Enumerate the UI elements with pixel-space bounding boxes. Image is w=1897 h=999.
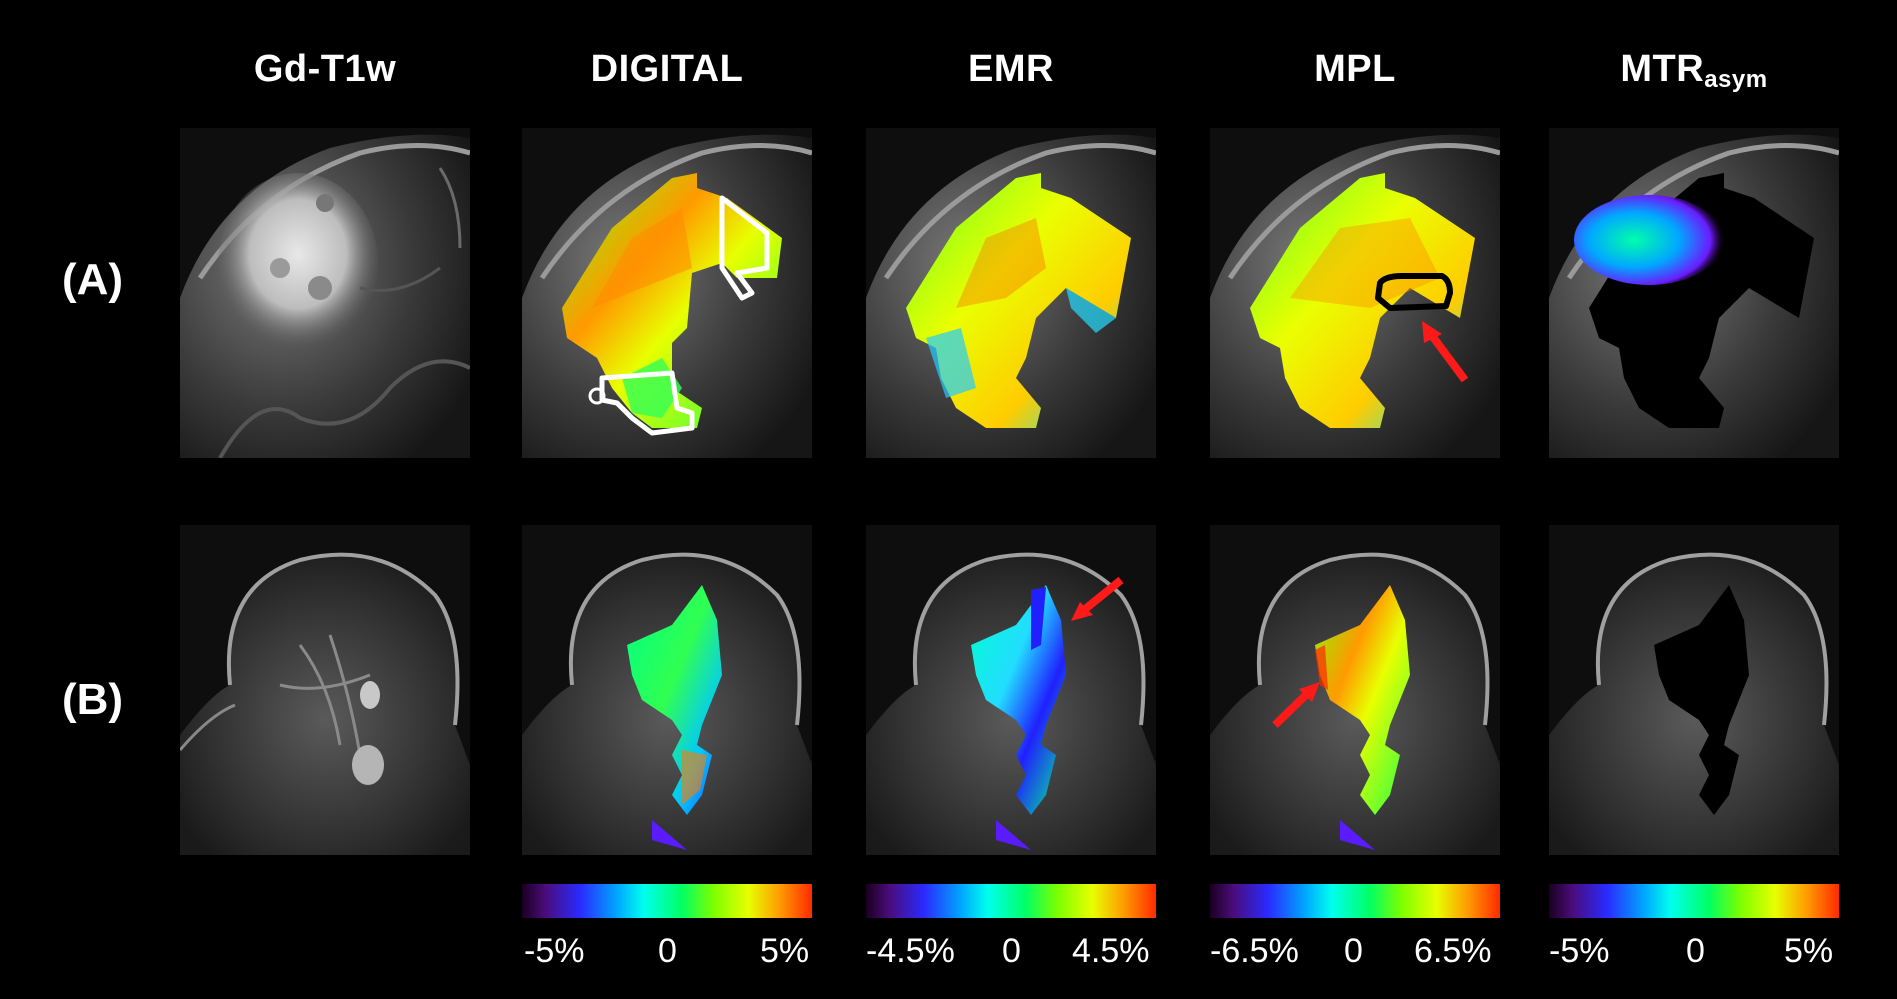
mri-image [180, 128, 470, 458]
colorbar-mtrasym [1549, 884, 1839, 918]
colorbar-mtrasym-max: 5% [1784, 932, 1834, 970]
panel-a-mtrasym [1549, 128, 1839, 458]
colorbar-digital-mid: 0 [658, 932, 677, 970]
colorbar-gradient [1549, 884, 1839, 918]
column-title-text: EMR [968, 48, 1054, 90]
colorbar-digital-min: -5% [524, 932, 585, 970]
colorbar-mtrasym-mid: 0 [1686, 932, 1705, 970]
column-title-text: MTR [1620, 48, 1705, 90]
emr-map-image [866, 128, 1156, 458]
row-label-a: (A) [62, 255, 124, 304]
colorbar-mpl [1210, 884, 1500, 918]
panel-b-gd-t1w [180, 525, 470, 855]
column-title-text: MPL [1314, 48, 1396, 90]
mpl-map-image [1210, 128, 1500, 458]
column-title-mpl: MPL [1210, 48, 1500, 91]
colorbar-emr-mid: 0 [1002, 932, 1021, 970]
emr-map-image [866, 525, 1156, 855]
column-title-subscript: asym [1704, 66, 1768, 93]
colorbar-emr-min: -4.5% [866, 932, 955, 970]
mtrasym-map-image [1549, 525, 1839, 855]
mri-image [180, 525, 470, 855]
mpl-map-image [1210, 525, 1500, 855]
colorbar-digital-max: 5% [760, 932, 810, 970]
column-title-digital: DIGITAL [522, 48, 812, 91]
colorbar-digital [522, 884, 812, 918]
colorbar-mtrasym-min: -5% [1549, 932, 1610, 970]
colorbar-gradient [522, 884, 812, 918]
digital-map-image [522, 525, 812, 855]
panel-b-mtrasym [1549, 525, 1839, 855]
colorbar-emr [866, 884, 1156, 918]
colorbar-mpl-min: -6.5% [1210, 932, 1299, 970]
digital-map-image [522, 128, 812, 458]
panel-b-mpl [1210, 525, 1500, 855]
column-title-emr: EMR [866, 48, 1156, 91]
colorbar-mpl-mid: 0 [1344, 932, 1363, 970]
colorbar-gradient [866, 884, 1156, 918]
colorbar-emr-max: 4.5% [1072, 932, 1150, 970]
panel-a-emr [866, 128, 1156, 458]
mtrasym-map-image [1549, 128, 1839, 458]
column-title-text: Gd-T1w [253, 48, 397, 90]
row-label-b: (B) [62, 675, 124, 724]
column-title-text: DIGITAL [590, 48, 744, 90]
colorbar-gradient [1210, 884, 1500, 918]
panel-a-gd-t1w [180, 128, 470, 458]
panel-a-digital [522, 128, 812, 458]
colorbar-mpl-max: 6.5% [1414, 932, 1492, 970]
column-title-gd-t1w: Gd-T1w [180, 48, 470, 91]
panel-a-mpl [1210, 128, 1500, 458]
panel-b-emr [866, 525, 1156, 855]
panel-b-digital [522, 525, 812, 855]
column-title-mtrasym: MTRasym [1549, 48, 1839, 94]
